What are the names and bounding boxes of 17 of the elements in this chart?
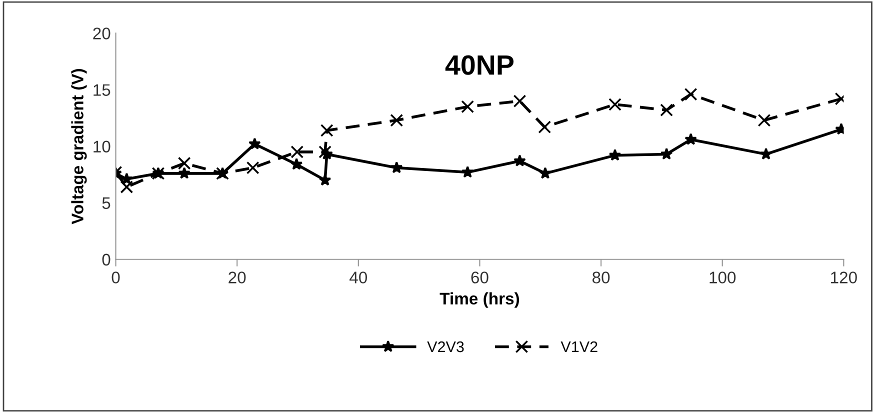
y-axis-title: Voltage gradient (V)	[71, 69, 87, 224]
legend-label: V1V2	[560, 341, 598, 352]
x-tick-label: 20	[228, 272, 246, 284]
text: 40NP	[445, 55, 514, 75]
x-tick-label: 0	[112, 272, 120, 284]
x-tick-label: 80	[592, 272, 610, 284]
legend-label: V2V3	[427, 341, 464, 352]
x-axis-title: Time (hrs)	[440, 292, 520, 308]
y-tick-label: 5	[102, 197, 110, 210]
y-tick-label: 15	[94, 84, 110, 96]
x-tick-label: 60	[471, 272, 488, 284]
y-tick-label: 20	[93, 28, 110, 40]
x-tick-label: 40	[350, 272, 368, 284]
x-tick-label: 100	[710, 272, 736, 284]
y-tick-label: 10	[94, 140, 110, 152]
y-tick-label: 0	[102, 254, 110, 266]
x-tick-label: 120	[831, 272, 857, 284]
